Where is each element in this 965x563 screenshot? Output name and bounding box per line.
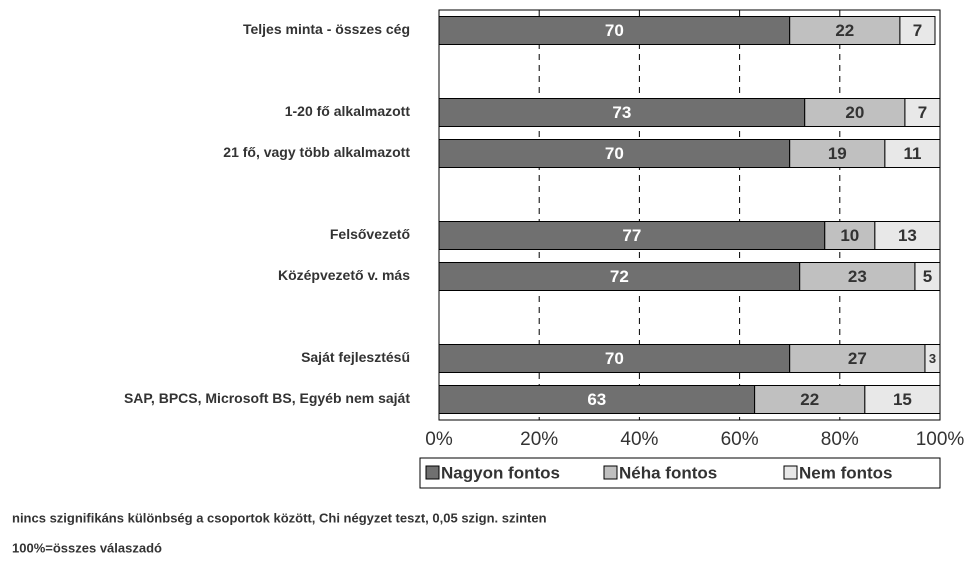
bar-segment (864, 385, 941, 414)
legend-label: Nagyon fontos (441, 463, 560, 482)
value-label: 3 (929, 351, 936, 366)
bar-segment (899, 16, 936, 45)
x-tick-label: 20% (520, 429, 558, 450)
category-label: Felsővezető (330, 226, 410, 242)
value-label: 73 (612, 103, 631, 122)
bar-segment (438, 98, 806, 127)
category-label: Teljes minta - összes cég (243, 21, 410, 37)
legend-swatch (783, 465, 798, 480)
value-label: 20 (845, 103, 864, 122)
value-label: 70 (605, 349, 624, 368)
bar-segment (904, 98, 941, 127)
value-label: 19 (828, 144, 847, 163)
value-label: 22 (835, 21, 854, 40)
category-label: Saját fejlesztésű (301, 349, 410, 365)
value-label: 27 (848, 349, 867, 368)
bar-segment (754, 385, 866, 414)
value-label: 10 (840, 226, 859, 245)
category-label: 21 fő, vagy több alkalmazott (223, 144, 410, 160)
legend-label: Nem fontos (799, 463, 893, 482)
legend-swatch (603, 465, 618, 480)
value-label: 23 (848, 267, 867, 286)
value-label: 7 (918, 103, 927, 122)
bar-segment (924, 344, 941, 373)
bar-segment (914, 262, 941, 291)
legend-box (419, 457, 941, 489)
bar-segment (438, 262, 801, 291)
value-label: 70 (605, 21, 624, 40)
bar-segment (804, 98, 906, 127)
bar-segment (438, 16, 791, 45)
x-tick-label: 80% (821, 429, 859, 450)
value-label: 72 (610, 267, 629, 286)
category-label: SAP, BPCS, Microsoft BS, Egyéb nem saját (124, 390, 410, 406)
bar-segment (789, 16, 901, 45)
x-tick-label: 40% (620, 429, 658, 450)
category-label: Középvezető v. más (278, 267, 410, 283)
legend-label: Néha fontos (619, 463, 717, 482)
bar-segment (824, 221, 876, 250)
bar-segment (799, 262, 916, 291)
bar-segment (884, 139, 941, 168)
footnote: 100%=összes válaszadó (12, 540, 162, 555)
value-label: 15 (893, 390, 912, 409)
bar-segment (874, 221, 941, 250)
bar-segment (438, 385, 756, 414)
value-label: 22 (800, 390, 819, 409)
x-tick-label: 100% (916, 429, 965, 450)
x-tick-label: 60% (721, 429, 759, 450)
value-label: 63 (587, 390, 606, 409)
value-label: 13 (898, 226, 917, 245)
footnote: nincs szignifikáns különbség a csoportok… (12, 510, 547, 525)
value-label: 77 (622, 226, 641, 245)
bar-segment (789, 344, 926, 373)
category-label: 1-20 fő alkalmazott (285, 103, 411, 119)
x-tick-label: 0% (425, 429, 453, 450)
value-label: 7 (913, 21, 922, 40)
bar-segment (438, 344, 791, 373)
legend-swatch (425, 465, 440, 480)
value-label: 70 (605, 144, 624, 163)
value-label: 11 (903, 144, 921, 163)
value-label: 5 (923, 267, 932, 286)
